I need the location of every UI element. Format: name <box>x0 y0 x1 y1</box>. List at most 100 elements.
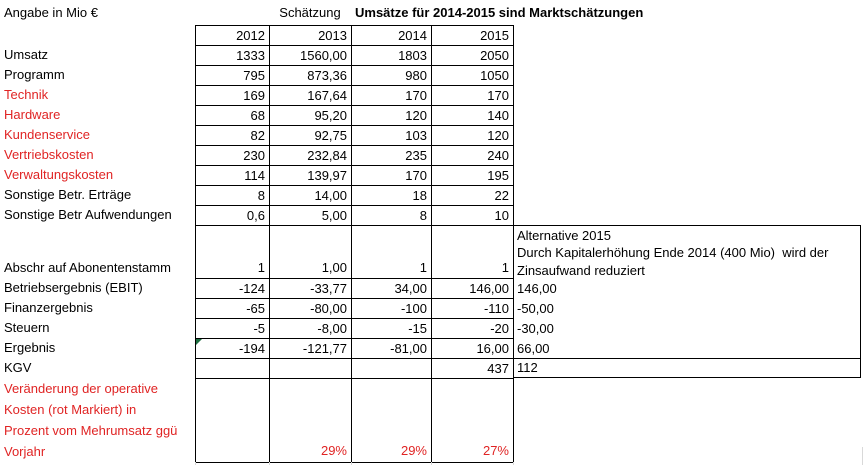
value-cell[interactable]: 18 <box>352 186 432 206</box>
value-cell[interactable]: -81,00 <box>352 339 432 359</box>
value-cell[interactable]: 169 <box>196 86 270 106</box>
value-cell[interactable]: 170 <box>352 166 432 186</box>
value-cell[interactable]: 1 <box>352 226 432 279</box>
note-line3[interactable]: Zinsaufwand reduziert <box>517 263 645 278</box>
value-cell[interactable]: 114 <box>196 166 270 186</box>
alt-value-ebit[interactable]: 146,00 <box>517 281 557 296</box>
value-cell[interactable]: -65 <box>196 299 270 319</box>
value-cell[interactable]: -20 <box>432 319 514 339</box>
value-cell[interactable]: -100 <box>352 299 432 319</box>
value-cell[interactable]: 2050 <box>432 46 514 66</box>
row-label-programm[interactable]: Programm <box>4 67 65 82</box>
row-label-verwaltungskosten[interactable]: Verwaltungskosten <box>4 167 114 182</box>
row-label-vertriebskosten[interactable]: Vertriebskosten <box>4 147 94 162</box>
alternative-note-box: Alternative 2015 Durch Kapitalerhöhung E… <box>513 225 861 358</box>
value-cell[interactable]: 95,20 <box>270 106 352 126</box>
footer-label-line3[interactable]: Prozent vom Mehrumsatz ggü <box>4 423 178 438</box>
value-cell[interactable]: -121,77 <box>270 339 352 359</box>
value-cell[interactable]: -110 <box>432 299 514 319</box>
value-cell[interactable]: 232,84 <box>270 146 352 166</box>
value-cell[interactable]: 16,00 <box>432 339 514 359</box>
value-cell[interactable]: 5,00 <box>270 206 352 226</box>
value-cell[interactable]: 1803 <box>352 46 432 66</box>
note-line1[interactable]: Alternative 2015 <box>517 228 611 243</box>
value-cell[interactable]: 8 <box>196 186 270 206</box>
value-cell[interactable]: 235 <box>352 146 432 166</box>
pct-cell[interactable]: 27% <box>432 379 514 463</box>
alt-value-finanz[interactable]: -50,00 <box>517 301 554 316</box>
row-label-steuern[interactable]: Steuern <box>4 320 50 335</box>
row-label-sonstige-ertraege[interactable]: Sonstige Betr. Erträge <box>4 187 132 202</box>
value-cell[interactable]: -33,77 <box>270 279 352 299</box>
value-cell[interactable]: 146,00 <box>432 279 514 299</box>
footer-label-line4[interactable]: Vorjahr <box>4 444 46 459</box>
pct-cell[interactable]: 29% <box>270 379 352 463</box>
value-cell[interactable]: 980 <box>352 66 432 86</box>
value-cell[interactable]: 92,75 <box>270 126 352 146</box>
row-label-sonstige-aufwendungen[interactable]: Sonstige Betr Aufwendungen <box>4 207 172 222</box>
value-cell[interactable]: -80,00 <box>270 299 352 319</box>
year-header-cell[interactable]: 2014 <box>352 26 432 46</box>
sheet-title[interactable]: Umsätze für 2014-2015 sind Marktschätzun… <box>355 5 644 20</box>
value-cell[interactable]: 170 <box>352 86 432 106</box>
row-label-kundenservice[interactable]: Kundenservice <box>4 127 90 142</box>
row-label-technik[interactable]: Technik <box>4 87 49 102</box>
pct-cell[interactable]: 29% <box>352 379 432 463</box>
value-cell[interactable]: 120 <box>432 126 514 146</box>
value-cell[interactable]: 68 <box>196 106 270 126</box>
value-cell[interactable]: 1050 <box>432 66 514 86</box>
value-cell[interactable]: 82 <box>196 126 270 146</box>
year-header-cell[interactable]: 2012 <box>196 26 270 46</box>
value-cell[interactable]: 140 <box>432 106 514 126</box>
value-cell[interactable]: -194 <box>196 339 270 359</box>
row-label-ergebnis[interactable]: Ergebnis <box>4 340 56 355</box>
value-cell[interactable]: 1,00 <box>270 226 352 279</box>
value-cell[interactable]: 14,00 <box>270 186 352 206</box>
value-cell[interactable]: 22 <box>432 186 514 206</box>
year-header-cell[interactable]: 2013 <box>270 26 352 46</box>
value-cell[interactable]: -15 <box>352 319 432 339</box>
value-cell[interactable]: 873,36 <box>270 66 352 86</box>
alt-value-steuern[interactable]: -30,00 <box>517 321 554 336</box>
value-cell[interactable]: 0,6 <box>196 206 270 226</box>
row-label-kgv[interactable]: KGV <box>4 360 32 375</box>
alt-value-ergebnis[interactable]: 66,00 <box>517 341 550 356</box>
row-label-ebit[interactable]: Betriebsergebnis (EBIT) <box>4 280 143 295</box>
empty-cell[interactable] <box>196 359 270 379</box>
estimate-label[interactable]: Schätzung <box>279 5 341 20</box>
value-cell[interactable]: 120 <box>352 106 432 126</box>
footer-label-line2[interactable]: Kosten (rot Markiert) in <box>4 402 137 417</box>
note-line2[interactable]: Durch Kapitalerhöhung Ende 2014 (400 Mio… <box>517 245 829 260</box>
row-label-abschreibung[interactable]: Abschr auf Abonentenstamm <box>4 260 171 275</box>
empty-cell[interactable] <box>196 379 270 463</box>
value-cell[interactable]: 1560,00 <box>270 46 352 66</box>
value-cell[interactable]: 195 <box>432 166 514 186</box>
unit-label[interactable]: Angabe in Mio € <box>4 5 98 20</box>
value-cell[interactable]: -8,00 <box>270 319 352 339</box>
footer-label-line1[interactable]: Veränderung der operative <box>4 381 158 396</box>
empty-cell[interactable] <box>352 359 432 379</box>
value-cell[interactable]: 230 <box>196 146 270 166</box>
gridline-stub <box>351 462 352 465</box>
value-cell[interactable]: 10 <box>432 206 514 226</box>
empty-cell[interactable] <box>270 359 352 379</box>
value-cell[interactable]: 1 <box>196 226 270 279</box>
value-cell[interactable]: -124 <box>196 279 270 299</box>
row-label-umsatz[interactable]: Umsatz <box>4 47 49 62</box>
value-cell[interactable]: 34,00 <box>352 279 432 299</box>
value-cell[interactable]: 103 <box>352 126 432 146</box>
alt-value-kgv[interactable]: 112 <box>513 358 861 378</box>
row-label-finanzergebnis[interactable]: Finanzergebnis <box>4 300 93 315</box>
value-cell[interactable]: 437 <box>432 359 514 379</box>
row-label-hardware[interactable]: Hardware <box>4 107 61 122</box>
value-cell[interactable]: 167,64 <box>270 86 352 106</box>
value-cell[interactable]: 139,97 <box>270 166 352 186</box>
year-header-cell[interactable]: 2015 <box>432 26 514 46</box>
value-cell[interactable]: 1333 <box>196 46 270 66</box>
value-cell[interactable]: -5 <box>196 319 270 339</box>
value-cell[interactable]: 170 <box>432 86 514 106</box>
value-cell[interactable]: 1 <box>432 226 514 279</box>
value-cell[interactable]: 8 <box>352 206 432 226</box>
value-cell[interactable]: 795 <box>196 66 270 86</box>
value-cell[interactable]: 240 <box>432 146 514 166</box>
